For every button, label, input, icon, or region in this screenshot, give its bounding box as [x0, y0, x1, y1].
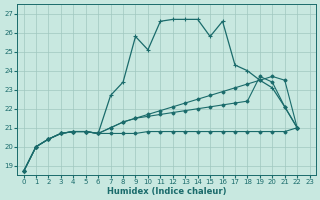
X-axis label: Humidex (Indice chaleur): Humidex (Indice chaleur)	[107, 187, 226, 196]
